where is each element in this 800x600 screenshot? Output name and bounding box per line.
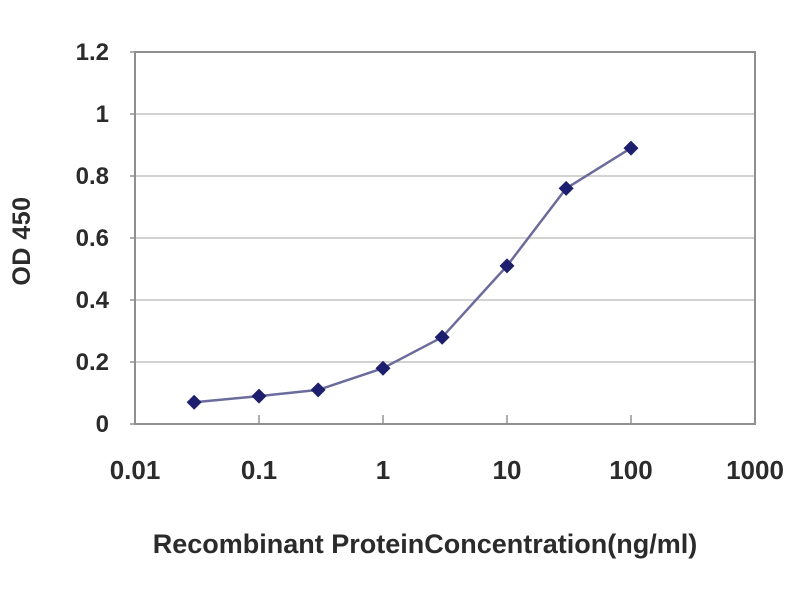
- x-axis-title: Recombinant ProteinConcentration(ng/ml): [152, 529, 698, 559]
- data-point-marker: [623, 140, 639, 156]
- y-tick-label: 0.8: [76, 163, 109, 190]
- series-line: [192, 146, 633, 404]
- x-tick-label: 10: [493, 455, 522, 485]
- plot-border: [134, 51, 756, 425]
- y-tick-label: 1.2: [76, 39, 109, 66]
- y-axis-title: OD 450: [8, 196, 36, 286]
- data-point-marker: [434, 329, 450, 345]
- data-point-marker: [375, 360, 391, 376]
- y-tick-label: 1: [96, 101, 109, 128]
- y-tick-label: 0.2: [76, 349, 109, 376]
- data-point-marker: [310, 382, 326, 398]
- y-tick-label: 0: [96, 411, 109, 438]
- x-tick-label: 0.01: [110, 455, 161, 485]
- y-tick-label: 0.4: [76, 287, 110, 314]
- y-tick-label: 0.6: [76, 225, 109, 252]
- x-tick-label: 1000: [726, 455, 784, 485]
- x-tick-label: 1: [376, 455, 390, 485]
- data-point-marker: [251, 388, 267, 404]
- data-point-marker: [558, 180, 574, 196]
- data-point-marker: [499, 258, 515, 274]
- x-tick-label: 0.1: [241, 455, 277, 485]
- x-tick-label: 100: [609, 455, 652, 485]
- data-point-marker: [186, 394, 202, 410]
